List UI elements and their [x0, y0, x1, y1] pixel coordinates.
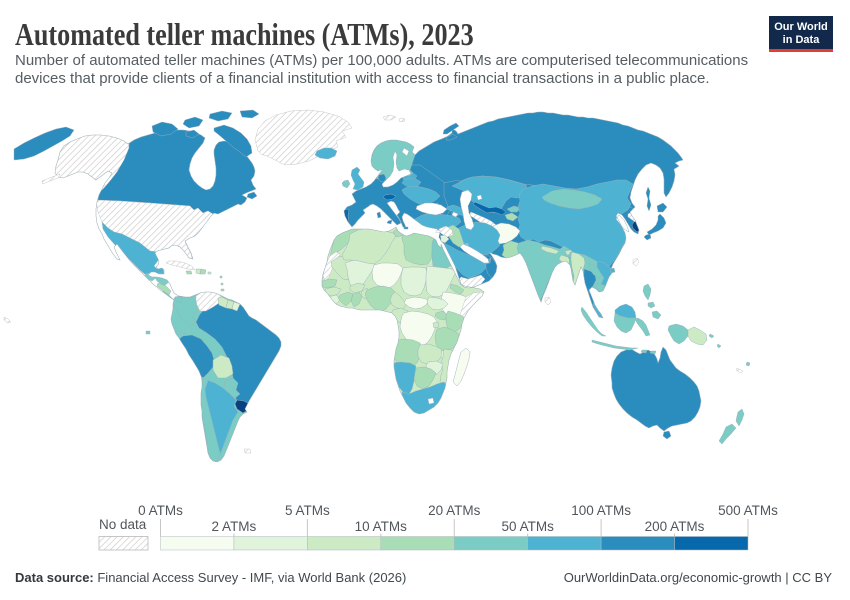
svg-text:10 ATMs: 10 ATMs	[355, 519, 408, 534]
svg-text:20 ATMs: 20 ATMs	[428, 503, 481, 518]
svg-text:5 ATMs: 5 ATMs	[285, 503, 330, 518]
svg-text:200 ATMs: 200 ATMs	[645, 519, 705, 534]
svg-text:500 ATMs: 500 ATMs	[718, 503, 778, 518]
svg-text:50 ATMs: 50 ATMs	[502, 519, 555, 534]
svg-text:100 ATMs: 100 ATMs	[571, 503, 631, 518]
svg-text:No data: No data	[99, 517, 147, 532]
svg-text:2 ATMs: 2 ATMs	[212, 519, 257, 534]
svg-text:0 ATMs: 0 ATMs	[138, 503, 183, 518]
